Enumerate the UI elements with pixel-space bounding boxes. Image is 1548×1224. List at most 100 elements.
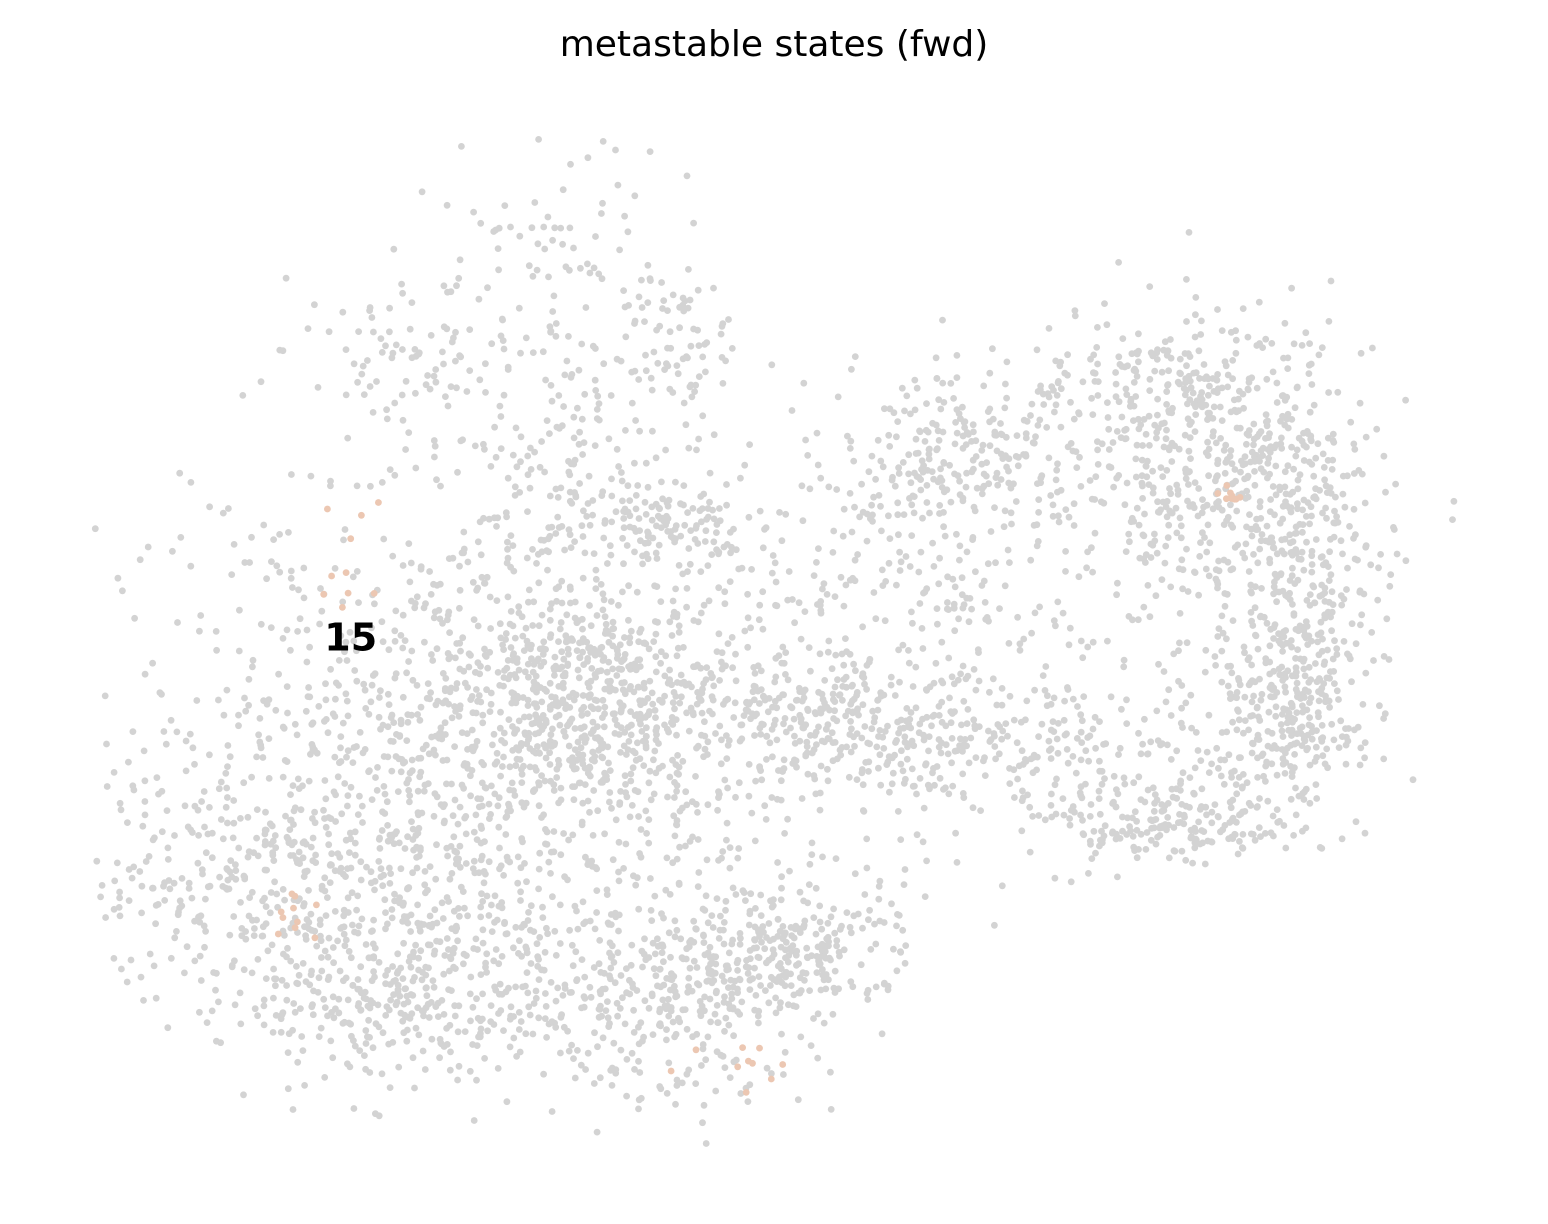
cell-point xyxy=(1224,513,1232,521)
cell-point xyxy=(450,907,458,915)
cell-point xyxy=(525,598,532,606)
cell-point xyxy=(1357,349,1365,357)
cell-point xyxy=(614,181,622,189)
cell-point xyxy=(1146,613,1154,621)
cell-point xyxy=(371,944,379,952)
cell-point xyxy=(544,930,551,938)
cell-point xyxy=(452,922,460,930)
cell-point xyxy=(199,870,206,878)
cell-point xyxy=(550,787,558,794)
cell-point xyxy=(520,647,528,654)
cell-point xyxy=(985,727,992,735)
cell-point xyxy=(517,1018,525,1025)
cell-point xyxy=(1160,346,1168,354)
cell-point xyxy=(932,421,940,429)
cell-point xyxy=(506,763,514,771)
cell-point xyxy=(533,940,541,948)
cell-point xyxy=(1118,413,1126,421)
cell-point xyxy=(443,756,451,764)
cell-point xyxy=(196,1008,203,1016)
cell-point xyxy=(1150,816,1158,824)
cell-point xyxy=(1124,814,1131,822)
cell-point xyxy=(718,736,725,744)
cell-point xyxy=(676,324,683,332)
cell-point xyxy=(373,378,380,385)
cell-point xyxy=(213,1037,220,1045)
cell-point xyxy=(391,627,399,635)
cell-point xyxy=(222,884,230,892)
cell-point xyxy=(718,854,725,862)
cell-point xyxy=(263,575,270,583)
cell-point xyxy=(1154,395,1161,403)
cell-point xyxy=(709,696,717,704)
cell-point xyxy=(452,328,459,336)
cell-point xyxy=(825,637,833,645)
cell-point xyxy=(628,802,636,809)
cell-point xyxy=(1086,837,1094,845)
cell-point xyxy=(723,501,730,509)
cell-point xyxy=(539,914,547,921)
cell-point xyxy=(504,474,512,482)
cell-point xyxy=(633,711,641,718)
cell-point xyxy=(750,682,758,690)
cell-point xyxy=(1282,498,1289,506)
cell-point xyxy=(556,721,564,729)
cell-point xyxy=(287,816,294,824)
cell-point xyxy=(494,245,502,253)
cell-point xyxy=(645,711,652,719)
cell-point xyxy=(843,909,851,916)
cell-point xyxy=(788,704,796,712)
cell-point xyxy=(925,455,933,463)
cell-point xyxy=(182,737,190,745)
cell-point xyxy=(605,759,612,767)
cell-point xyxy=(512,699,520,707)
cell-point xyxy=(253,806,261,813)
cell-point xyxy=(503,813,511,820)
cell-point xyxy=(617,1046,625,1054)
cell-point xyxy=(1102,740,1110,748)
cell-point xyxy=(1289,564,1296,572)
cell-point xyxy=(351,851,359,859)
cell-point xyxy=(1214,584,1221,592)
cell-point xyxy=(598,275,606,283)
cell-point xyxy=(490,1021,498,1028)
cell-point xyxy=(796,888,804,896)
cell-point xyxy=(293,731,301,739)
cell-point xyxy=(1139,495,1146,502)
cell-point xyxy=(683,603,690,611)
cell-point xyxy=(1208,819,1216,827)
cell-point xyxy=(936,510,943,517)
cell-point xyxy=(433,919,441,927)
cell-point xyxy=(652,972,660,980)
cell-point xyxy=(971,507,979,515)
cell-point xyxy=(798,795,806,802)
cell-point xyxy=(885,431,893,439)
cell-point xyxy=(373,787,381,794)
cell-point xyxy=(141,811,149,819)
cell-point xyxy=(861,723,869,730)
cell-point xyxy=(659,996,667,1004)
cell-point xyxy=(1273,399,1281,406)
cell-point xyxy=(994,481,1002,489)
cell-point xyxy=(710,977,718,984)
cell-point xyxy=(452,654,459,662)
cell-point xyxy=(749,688,757,696)
cell-point xyxy=(858,734,866,742)
cell-point xyxy=(1066,821,1074,829)
cell-point xyxy=(707,1018,714,1026)
cell-point xyxy=(778,1030,785,1038)
cell-point xyxy=(477,795,485,803)
cell-point xyxy=(621,634,628,641)
cell-point xyxy=(484,1027,491,1035)
cell-point xyxy=(1146,375,1154,383)
cell-point xyxy=(948,735,956,742)
cell-point xyxy=(576,654,584,662)
cell-point xyxy=(627,961,635,969)
cell-point xyxy=(851,353,859,360)
cell-point xyxy=(622,333,630,341)
cell-point xyxy=(906,495,913,502)
cell-point xyxy=(599,606,607,614)
cell-point xyxy=(294,1058,302,1066)
cell-point xyxy=(650,638,658,645)
cell-point xyxy=(196,627,203,635)
